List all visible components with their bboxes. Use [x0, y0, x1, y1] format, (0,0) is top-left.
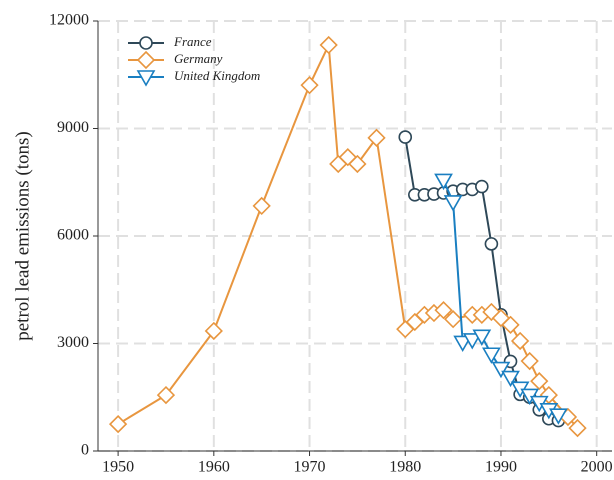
- marker: [549, 408, 568, 425]
- marker: [443, 195, 463, 212]
- y-tick-label: 0: [81, 442, 89, 459]
- marker: [482, 347, 501, 364]
- y-tick-label: 6000: [57, 227, 89, 244]
- marker: [520, 351, 539, 371]
- x-tick-label: 1990: [485, 459, 517, 476]
- marker: [462, 333, 482, 350]
- y-tick-label: 3000: [57, 334, 89, 351]
- marker: [139, 36, 153, 50]
- x-tick-label: 1950: [102, 459, 134, 476]
- marker: [319, 35, 338, 55]
- marker: [443, 310, 463, 329]
- marker: [501, 315, 520, 334]
- marker: [136, 70, 156, 87]
- x-tick-label: 2000: [581, 459, 613, 476]
- y-tick-label: 12000: [49, 12, 89, 29]
- marker: [475, 179, 489, 194]
- x-tick-label: 1960: [198, 459, 230, 476]
- marker: [472, 329, 492, 346]
- marker: [484, 237, 499, 251]
- marker: [510, 331, 530, 351]
- series-line: [117, 41, 579, 429]
- legend-label: France: [173, 34, 212, 49]
- legend: France Germany United Kingdom: [128, 34, 260, 87]
- y-axis-label: petrol lead emissions (tons): [12, 131, 33, 341]
- marker: [453, 335, 473, 353]
- x-tick-label: 1970: [294, 459, 326, 476]
- y-tick-label: 9000: [57, 119, 89, 136]
- marker: [108, 414, 128, 434]
- series: [108, 35, 587, 438]
- marker: [398, 130, 413, 144]
- marker: [568, 418, 587, 438]
- legend-label: Germany: [174, 51, 223, 66]
- series: [434, 173, 568, 425]
- marker: [530, 371, 549, 391]
- marker: [491, 361, 511, 379]
- marker: [136, 50, 156, 70]
- marker: [300, 76, 319, 95]
- marker: [434, 301, 453, 320]
- marker: [156, 385, 176, 405]
- marker: [348, 154, 367, 174]
- x-tick-label: 1980: [389, 459, 421, 476]
- marker: [367, 128, 386, 147]
- marker: [501, 370, 520, 388]
- legend-label: United Kingdom: [174, 68, 260, 83]
- marker: [252, 196, 271, 216]
- marker: [434, 173, 453, 191]
- marker: [204, 321, 223, 341]
